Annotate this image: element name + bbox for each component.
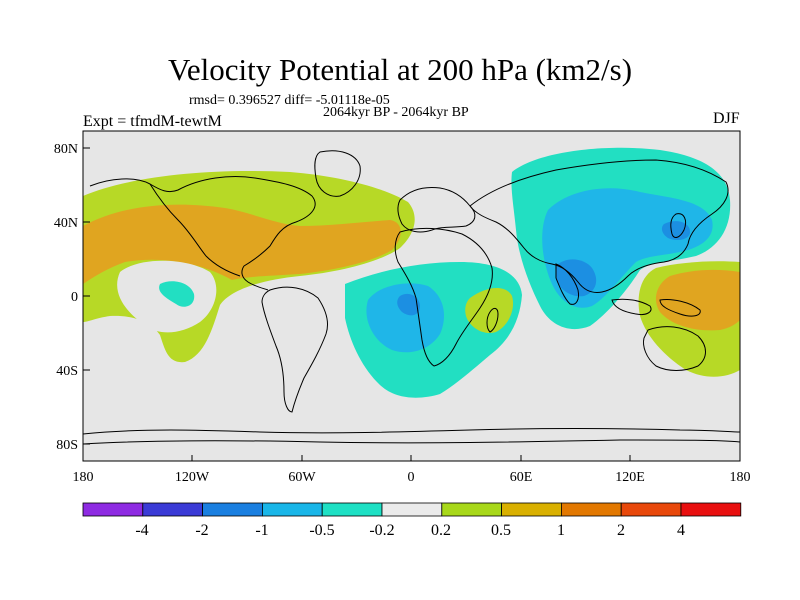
negative-region-japan-max: [661, 221, 690, 240]
rmsd-diff-text: rmsd= 0.396527 diff= -5.01118e-05: [189, 93, 390, 108]
velocity-potential-map: [83, 131, 740, 461]
colorbar-label: -1: [255, 522, 268, 539]
colorbar-labels: -4 -2 -1 -0.5 -0.2 0.2 0.5 1 2 4: [135, 522, 685, 539]
colorbar-label: 1: [557, 522, 565, 539]
negative-region-atlantic-south-core: [366, 283, 444, 353]
season-label: DJF: [713, 110, 740, 127]
colorbar-label: -2: [195, 522, 208, 539]
colorbar-label: -4: [135, 522, 148, 539]
colorbar-label: 0.5: [491, 522, 511, 539]
colorbar: [82, 502, 742, 517]
colorbar-box: [82, 502, 144, 517]
negative-spot-pacific: [159, 281, 195, 307]
negative-region-asia-max: [556, 259, 597, 297]
colorbar-label: -0.2: [369, 522, 394, 539]
lon-label-60e: 60E: [510, 470, 533, 485]
lon-label-0: 0: [408, 470, 415, 485]
lat-label-40n: 40N: [54, 216, 78, 231]
colorbar-box: [261, 502, 323, 517]
lon-label-120e: 120E: [615, 470, 645, 485]
lat-label-40s: 40S: [56, 364, 78, 379]
lat-label-80n: 80N: [54, 142, 78, 157]
latitude-axis: 80N 40N 0 40S 80S: [54, 142, 90, 453]
colorbar-label: 2: [617, 522, 625, 539]
longitude-axis: 180 120W 60W 0 60E 120E 180: [73, 455, 751, 485]
lon-label-180-east: 180: [730, 470, 751, 485]
lat-label-80s: 80S: [56, 438, 78, 453]
colorbar-label: -0.5: [309, 522, 334, 539]
lon-label-60w: 60W: [288, 470, 316, 485]
colorbar-box: [202, 502, 263, 517]
negative-region-atlantic-south-max: [397, 293, 420, 316]
experiment-label: Expt = tfmdM-tewtM: [83, 113, 222, 130]
positive-region-west-pacific-core: [655, 269, 740, 331]
colorbar-box: [142, 502, 204, 517]
colorbar-label: 0.2: [431, 522, 451, 539]
colorbar-box: [321, 502, 383, 517]
lon-label-180-west: 180: [73, 470, 94, 485]
colorbar-label: 4: [677, 522, 685, 539]
coastlines: [83, 150, 740, 445]
colorbar-box: [561, 502, 622, 517]
chart-title: Velocity Potential at 200 hPa (km2/s): [167, 52, 633, 87]
period-subtitle: 2064kyr BP - 2064kyr BP: [323, 105, 469, 120]
positive-region-madagascar: [465, 287, 514, 334]
positive-region-north-atlantic-core: [83, 204, 401, 284]
colorbar-box: [441, 502, 502, 517]
lon-label-120w: 120W: [175, 470, 210, 485]
colorbar-box: [680, 502, 742, 517]
colorbar-box: [620, 502, 682, 517]
colorbar-box: [501, 502, 562, 517]
lat-label-0: 0: [71, 290, 78, 305]
colorbar-box: [381, 502, 443, 517]
